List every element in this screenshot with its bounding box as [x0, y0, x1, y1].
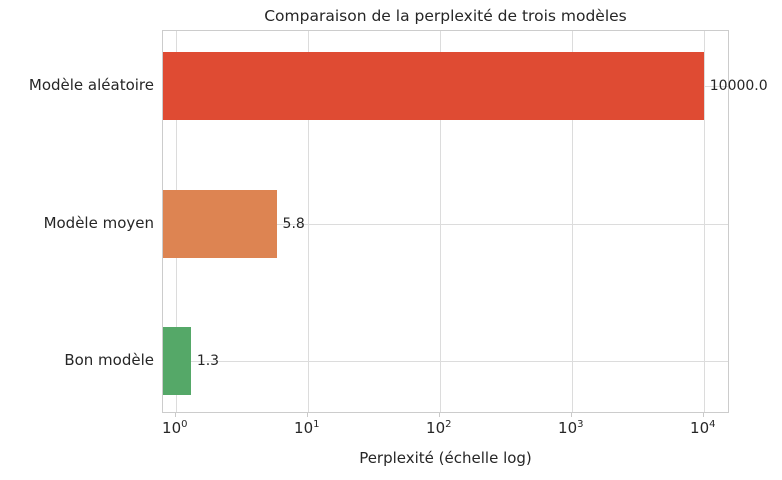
x-tick-exponent: 0 [181, 419, 188, 430]
y-tick-label: Modèle moyen [43, 213, 154, 232]
x-tick-mark [306, 413, 308, 417]
x-tick-mark [174, 413, 176, 417]
plot-area: 10000.0 5.8 1.3 [162, 30, 768, 413]
chart-title: Comparaison de la perplexité de trois mo… [264, 7, 627, 25]
bar-value-label: 1.3 [196, 353, 220, 369]
bar [163, 189, 277, 258]
bar-value-label: 10000.0 [709, 78, 768, 94]
y-tick-label: Bon modèle [64, 351, 154, 369]
x-tick-mark [702, 413, 704, 417]
x-tick-exponent: 1 [313, 419, 320, 430]
x-tick-exponent: 4 [709, 419, 716, 430]
x-tick-label: 101 [294, 419, 320, 437]
x-tick-mark [438, 413, 440, 417]
x-axis-label: Perplexité (échelle log) [359, 449, 532, 467]
y-tick-label: Modèle aléatoire [28, 76, 154, 94]
x-gridline [571, 31, 573, 412]
x-tick-label: 102 [426, 419, 452, 437]
y-gridline [163, 223, 728, 225]
x-tick-label: 100 [162, 419, 188, 437]
bar [163, 327, 191, 395]
x-gridline [703, 31, 705, 412]
bar [163, 52, 704, 120]
x-gridline [307, 31, 309, 412]
x-tick-exponent: 2 [445, 419, 452, 430]
x-tick-exponent: 3 [577, 419, 584, 430]
x-tick-mark [570, 413, 572, 417]
x-gridline [439, 31, 441, 412]
x-tick-label: 104 [690, 419, 716, 437]
y-gridline [163, 361, 728, 363]
bar-value-label: 5.8 [282, 215, 305, 232]
x-tick-label: 103 [558, 419, 584, 437]
